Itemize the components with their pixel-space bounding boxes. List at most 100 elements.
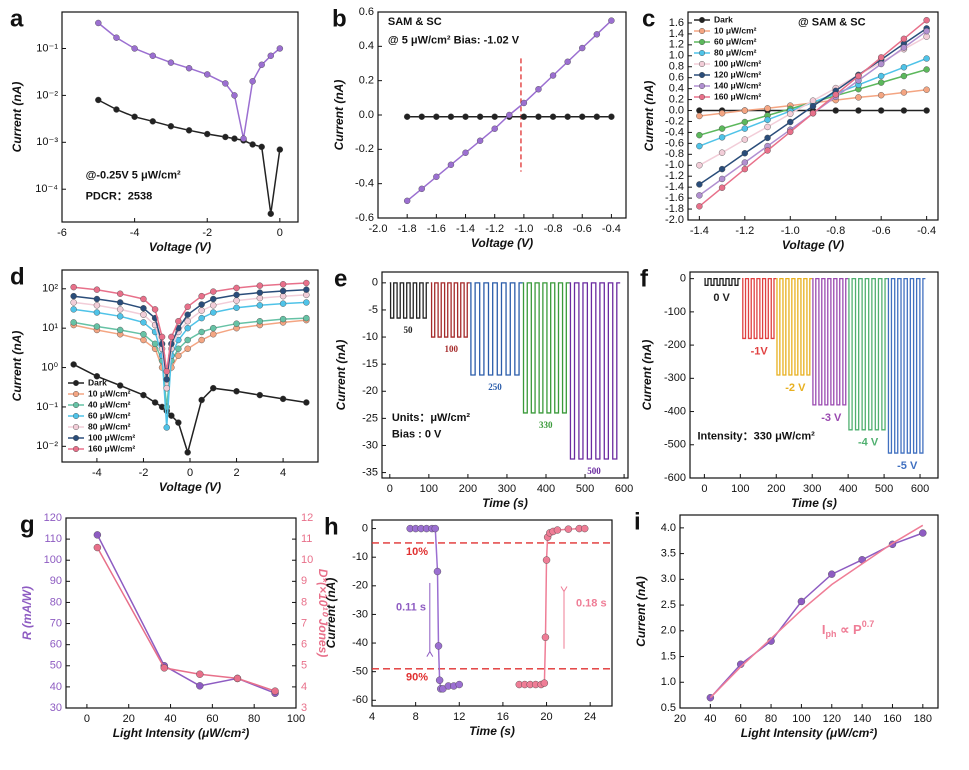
x-tick-label: -0.4	[917, 225, 936, 237]
x-tick-label: -2	[139, 467, 149, 479]
y2-tick-label: 8	[301, 596, 307, 608]
data-point	[877, 79, 885, 86]
data-line	[73, 282, 307, 372]
data-point	[403, 197, 411, 205]
data-point	[593, 113, 601, 120]
data-point	[93, 531, 102, 539]
data-point	[210, 384, 217, 392]
x-axis-label: Time (s)	[791, 496, 837, 510]
x-tick-label: 180	[914, 713, 932, 725]
data-point	[231, 92, 238, 99]
y-tick-label: 40	[50, 681, 62, 693]
data-point	[70, 361, 77, 368]
legend-label: Dark	[88, 377, 107, 387]
y-tick-label: -0.4	[355, 178, 374, 190]
data-point	[540, 679, 549, 687]
x-tick-label: -0.8	[826, 225, 845, 237]
data-point	[900, 35, 908, 43]
panel-label: g	[20, 511, 35, 538]
data-point	[256, 302, 264, 309]
x-tick-label: -1.8	[398, 223, 417, 235]
y-tick-label: 60	[50, 639, 62, 651]
panel-label: i	[634, 508, 641, 535]
y-tick-label: -10	[362, 331, 378, 343]
legend-label: 120 μW/cm²	[714, 69, 761, 79]
data-point	[131, 45, 138, 52]
pulse-trace	[812, 277, 849, 406]
data-point	[116, 299, 124, 306]
data-point	[535, 86, 542, 93]
x-tick-label: -1.0	[514, 223, 533, 235]
y-tick-label: 1.0	[661, 676, 676, 688]
y-tick-label: 0.0	[359, 109, 374, 121]
y-tick-label: 0.5	[661, 702, 676, 714]
legend-label: 160 μW/cm²	[88, 443, 135, 453]
annotation: @ 5 μW/cm² Bias: -1.02 V	[388, 35, 520, 47]
y-tick-label: 80	[50, 596, 62, 608]
y-tick-label: 2.5	[661, 599, 676, 611]
y-tick-label: -20	[362, 385, 378, 397]
data-point	[855, 94, 862, 101]
y-tick-label: -100	[664, 306, 686, 318]
data-line	[73, 319, 307, 389]
threshold-label: 90%	[406, 672, 428, 684]
data-point	[764, 123, 771, 131]
plot-frame	[679, 514, 939, 709]
data-point	[434, 642, 443, 650]
data-line	[73, 363, 307, 456]
data-point	[279, 300, 287, 307]
y-tick-label: 100	[44, 554, 62, 566]
series-label: -2 V	[785, 382, 806, 394]
y2-axis-label: D*(×10¹⁰ Jones)	[316, 569, 330, 658]
data-point	[184, 324, 191, 332]
legend-label: 60 μW/cm²	[714, 36, 757, 46]
data-point	[787, 118, 794, 126]
data-point	[210, 302, 217, 309]
pulse-trace	[742, 277, 777, 340]
data-point	[140, 305, 147, 312]
legend-label: 10 μW/cm²	[88, 388, 131, 398]
data-point	[231, 135, 238, 142]
y-tick-label: -200	[664, 339, 686, 351]
x-axis-label: Time (s)	[469, 724, 515, 738]
data-point	[204, 130, 211, 138]
data-point	[140, 331, 147, 338]
data-point	[256, 391, 264, 399]
data-point	[184, 318, 191, 325]
x-tick-label: 140	[853, 713, 871, 725]
data-point	[149, 52, 156, 59]
data-point	[185, 65, 193, 72]
data-point	[433, 173, 440, 181]
data-point	[113, 34, 120, 41]
y-tick-label: 0.4	[669, 83, 684, 95]
x-axis-label: Light Intensity (μW/cm²)	[741, 726, 878, 740]
y-axis-label: Current (nA)	[334, 340, 348, 411]
pulse-trace	[389, 282, 429, 319]
data-line	[96, 547, 276, 692]
y-tick-label: -35	[362, 466, 378, 478]
data-point	[196, 682, 204, 690]
data-point	[222, 80, 229, 87]
legend-label: 60 μW/cm²	[88, 410, 131, 420]
data-point	[476, 113, 484, 120]
series-label: -4 V	[858, 437, 879, 449]
data-point	[149, 118, 156, 125]
x-tick-label: 400	[839, 483, 857, 495]
y-tick-label: -1.2	[665, 170, 684, 182]
series-label: -1V	[751, 345, 769, 357]
data-point	[787, 128, 794, 136]
pulse-trace	[469, 282, 523, 376]
series-label: -5 V	[897, 460, 918, 472]
y-tick-label: 0.2	[359, 75, 374, 87]
y2-tick-label: 10	[301, 554, 313, 566]
y-tick-label: 0.2	[669, 93, 684, 105]
y-tick-label: -0.2	[665, 115, 684, 127]
data-point	[809, 97, 817, 104]
y-axis-label: Current (nA)	[640, 340, 654, 411]
panel-label: b	[332, 5, 347, 32]
data-line	[96, 534, 276, 694]
y-tick-label: 10²	[42, 283, 58, 295]
x-axis-label: Voltage (V)	[782, 238, 844, 252]
y-tick-label: 0	[680, 273, 686, 285]
data-point	[549, 113, 557, 120]
